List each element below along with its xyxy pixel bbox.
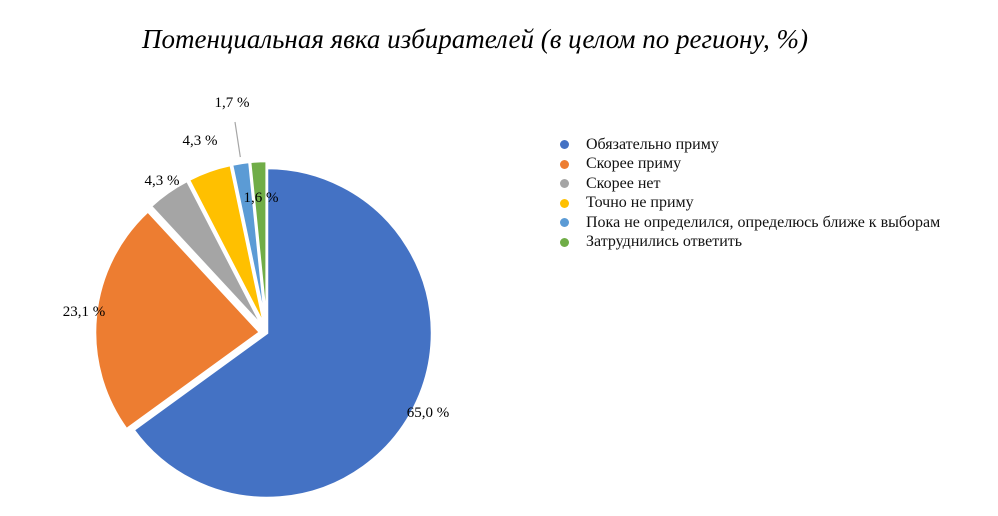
legend-item: Обязательно приму [560,135,940,155]
pie-slice [131,166,434,500]
data-label: 4,3 % [145,173,180,189]
legend-marker [560,159,569,169]
pie-slice [93,209,262,432]
pie-slice [149,179,265,329]
legend-label: Затруднились ответить [586,233,743,251]
legend-label: Пока не определился, определюсь ближе к … [586,213,941,231]
legend-marker [560,237,569,247]
legend: Обязательно приму Скорее приму Скорее не… [560,135,940,252]
chart-title: Потенциальная явка избирателей (в целом … [142,24,808,54]
data-label: 1,7 % [215,95,250,111]
data-label: 1,6 % [244,190,279,206]
leader-line [234,121,241,158]
legend-label: Обязательно приму [586,135,719,153]
legend-label: Скорее приму [586,155,682,173]
data-label: 65,0 % [407,405,450,421]
legend-item: Точно не приму [560,194,940,214]
legend-item: Пока не определился, определюсь ближе к … [560,213,940,233]
legend-item: Скорее нет [560,174,940,194]
data-labels: 65,0 % 23,1 % 4,3 % 4,3 % 1,7 % 1,6 % [63,95,450,421]
legend-item: Затруднились ответить [560,233,940,253]
legend-marker [560,218,569,228]
legend-item: Скорее приму [560,155,940,175]
legend-label: Скорее нет [586,174,661,192]
pie-slices [93,159,434,500]
data-label: 23,1 % [63,304,106,320]
legend-marker [560,198,569,208]
legend-marker [560,140,569,150]
legend-label: Точно не приму [586,194,694,212]
data-label: 4,3 % [183,133,218,149]
pie-slice [187,163,266,327]
leader-lines [234,121,241,158]
pie-slice [248,159,268,327]
legend-marker [560,179,569,189]
